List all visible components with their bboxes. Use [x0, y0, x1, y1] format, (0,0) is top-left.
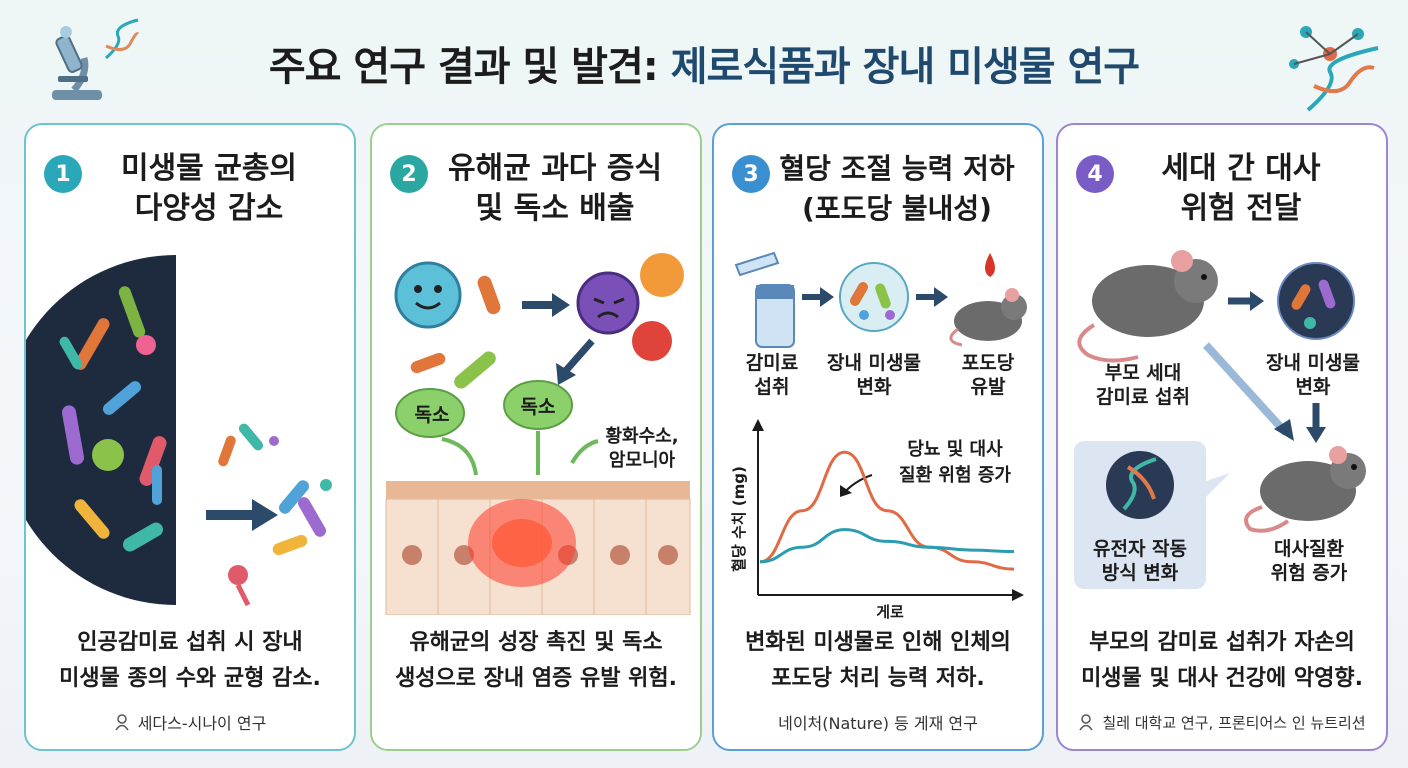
card-title: 혈당 조절 능력 저하 (포도당 불내성) — [762, 149, 1032, 229]
flow-step-2-line2: 변화 — [856, 376, 892, 398]
gas-label-line1: 황화수소, — [605, 426, 679, 447]
card-number-badge: 4 — [1076, 155, 1114, 193]
gene-label-line2: 방식 변화 — [1101, 562, 1179, 584]
toxin-label-1: 독소 — [414, 404, 450, 426]
chart-annotation-line1: 당뇨 및 대사 — [907, 439, 1003, 460]
card-number-badge: 3 — [732, 155, 770, 193]
card-title-line2: 위험 전달 — [1180, 191, 1302, 226]
gene-change-label: 유전자 작동 방식 변화 — [1078, 537, 1202, 585]
card-harmful-bacteria: 2 유해균 과다 증식 및 독소 배출 — [370, 123, 702, 751]
microbiome-diversity-illustration — [26, 255, 332, 607]
glucose-chart: 혈당 수치 (mg) 게로 — [730, 419, 1024, 621]
card-title-line2: (포도당 불내성) — [802, 192, 992, 225]
risk-label-line1: 대사질환 — [1274, 538, 1344, 560]
chart-annotation: 당뇨 및 대사 질환 위험 증가 — [870, 437, 1040, 489]
gas-label-line2: 암모니아 — [608, 450, 676, 471]
card-title: 미생물 균총의 다양성 감소 — [74, 149, 344, 229]
parent-label-line1: 부모 세대 — [1104, 362, 1182, 384]
source-citation: 세다스-시나이 연구 — [32, 709, 348, 735]
card-header: 2 유해균 과다 증식 및 독소 배출 — [372, 147, 700, 237]
source-text: 칠레 대학교 연구, 프론티어스 인 뉴트리션 — [1102, 713, 1366, 732]
x-axis-label: 게로 — [876, 603, 904, 621]
card-number-badge: 1 — [44, 155, 82, 193]
title-part2: 제로식품과 장내 미생물 연구 — [670, 44, 1140, 90]
card-desc-line2: 생성으로 장내 염증 유발 위험. — [395, 666, 677, 691]
dna-icon — [105, 18, 140, 60]
card-title-line2: 및 독소 배출 — [475, 191, 635, 226]
card-glucose-intolerance: 3 혈당 조절 능력 저하 (포도당 불내성) 감미료 섭취 장내 미생물 변화… — [712, 123, 1044, 751]
flow-step-2-line1: 장내 미생물 — [826, 352, 921, 374]
flow-step-1-line1: 감미료 — [745, 352, 799, 374]
source-text: 세다스-시나이 연구 — [137, 714, 267, 733]
toxin-label-2: 독소 — [520, 396, 556, 418]
flow-step-3: 포도당 유발 — [936, 351, 1040, 399]
gene-label-line1: 유전자 작동 — [1092, 538, 1187, 560]
card-header: 4 세대 간 대사 위험 전달 — [1058, 147, 1386, 237]
card-desc-line1: 유해균의 성장 촉진 및 독소 — [409, 630, 663, 655]
card-desc-line2: 포도당 처리 능력 저하. — [771, 666, 985, 691]
card-header: 1 미생물 균총의 다양성 감소 — [26, 147, 354, 237]
researcher-icon — [115, 714, 129, 731]
card-desc-line1: 변화된 미생물로 인해 인체의 — [745, 630, 1011, 655]
flow-step-1-line2: 섭취 — [754, 376, 790, 398]
card-number-badge: 2 — [390, 155, 428, 193]
researcher-icon — [1079, 714, 1094, 731]
card-desc-line1: 인공감미료 섭취 시 장내 — [77, 630, 303, 655]
bacteria-toxin-illustration — [385, 253, 691, 615]
generational-illustration — [1074, 250, 1366, 589]
glucose-flow-illustration — [734, 251, 1027, 348]
card-description: 유해균의 성장 촉진 및 독소 생성으로 장내 염증 유발 위험. — [382, 625, 690, 697]
card-generational-risk: 4 세대 간 대사 위험 전달 부모 세대 감미료 섭취 — [1056, 123, 1388, 751]
card-description: 인공감미료 섭취 시 장내 미생물 종의 수와 균형 감소. — [36, 625, 344, 697]
card-header: 3 혈당 조절 능력 저하 (포도당 불내성) — [714, 147, 1042, 237]
card-title-line2: 다양성 감소 — [134, 191, 284, 226]
flow-step-3-line1: 포도당 — [961, 352, 1015, 374]
risk-label-line2: 위험 증가 — [1270, 562, 1348, 584]
card-diversity: 1 미생물 균총의 다양성 감소 인공감미료 섭취 시 장내 미생물 종의 수와… — [24, 123, 356, 751]
microbe-change-label: 장내 미생물 변화 — [1248, 351, 1378, 399]
microscope-icon — [52, 26, 102, 100]
card-title-line1: 유해균 과다 증식 — [447, 151, 663, 186]
title-part1: 주요 연구 결과 및 발견: — [268, 44, 659, 90]
card-title-line1: 미생물 균총의 — [120, 151, 298, 186]
series-line-1 — [759, 450, 1015, 571]
card-description: 부모의 감미료 섭취가 자손의 미생물 및 대사 건강에 악영향. — [1068, 625, 1376, 697]
microbe-label-line2: 변화 — [1295, 376, 1331, 398]
card-title-line1: 혈당 조절 능력 저하 — [779, 152, 1015, 185]
flow-step-3-line2: 유발 — [970, 376, 1006, 398]
card-title-line1: 세대 간 대사 — [1161, 151, 1321, 186]
flow-step-1: 감미료 섭취 — [722, 351, 822, 399]
card-desc-line2: 미생물 종의 수와 균형 감소. — [59, 666, 321, 691]
parent-label-line2: 감미료 섭취 — [1095, 386, 1190, 408]
page-title: 주요 연구 결과 및 발견: 제로식품과 장내 미생물 연구 — [0, 18, 1408, 108]
card-description: 변화된 미생물로 인해 인체의 포도당 처리 능력 저하. — [724, 625, 1032, 697]
source-citation: 네이처(Nature) 등 게재 연구 — [720, 709, 1036, 735]
card-title: 유해균 과다 증식 및 독소 배출 — [420, 149, 690, 229]
y-axis-label: 혈당 수치 (mg) — [730, 466, 748, 572]
risk-label: 대사질환 위험 증가 — [1234, 537, 1384, 585]
molecule-dna-icon — [1289, 26, 1379, 112]
card-desc-line2: 미생물 및 대사 건강에 악영향. — [1081, 666, 1363, 691]
microbe-label-line1: 장내 미생물 — [1265, 352, 1360, 374]
flow-step-2: 장내 미생물 변화 — [812, 351, 936, 399]
parent-label: 부모 세대 감미료 섭취 — [1068, 361, 1218, 409]
gas-label: 황화수소, 암모니아 — [582, 425, 700, 473]
source-text: 네이처(Nature) 등 게재 연구 — [778, 714, 978, 733]
chart-annotation-line2: 질환 위험 증가 — [899, 465, 1011, 486]
card-title: 세대 간 대사 위험 전달 — [1106, 149, 1376, 229]
series-line-2 — [759, 528, 1015, 564]
source-citation: 칠레 대학교 연구, 프론티어스 인 뉴트리션 — [1064, 709, 1380, 735]
card-desc-line1: 부모의 감미료 섭취가 자손의 — [1089, 630, 1355, 655]
